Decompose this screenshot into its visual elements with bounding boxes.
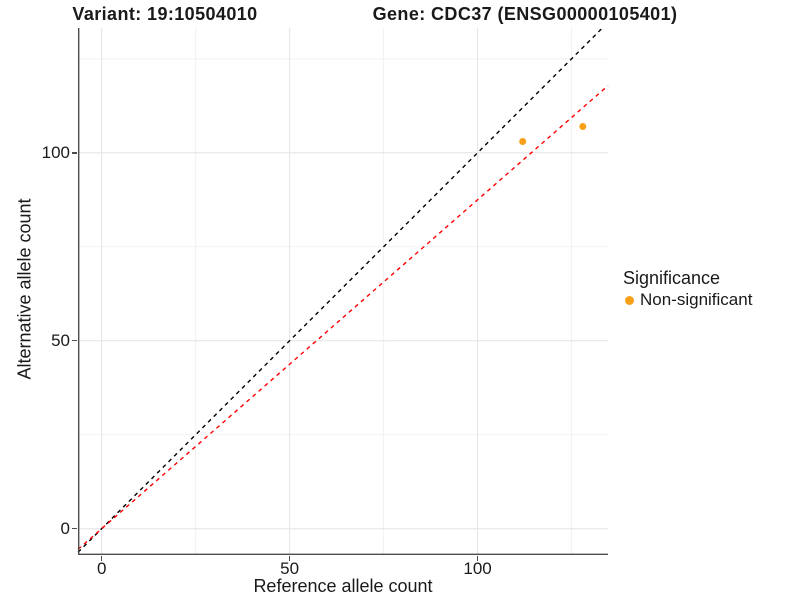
plot-panel xyxy=(77,27,609,555)
data-point xyxy=(579,122,587,130)
x-tick-label: 100 xyxy=(463,559,492,578)
data-point xyxy=(519,138,527,146)
x-tick-mark xyxy=(100,555,103,561)
x-tick-label: 0 xyxy=(96,559,107,578)
y-tick-mark xyxy=(72,152,77,154)
legend: Significance Non-significant xyxy=(623,267,752,311)
x-tick-mark xyxy=(288,555,291,561)
legend-item-label: Non-significant xyxy=(640,290,753,309)
legend-items: Non-significant xyxy=(623,289,752,311)
y-tick-mark xyxy=(72,527,77,530)
y-tick-label: 100 xyxy=(41,142,70,162)
plot-title-variant: Variant: 19:10504010 xyxy=(72,4,258,24)
legend-title: Significance xyxy=(623,268,721,288)
y-axis-title: Alternative allele count xyxy=(14,198,35,380)
legend-item: Non-significant xyxy=(623,289,752,311)
x-axis-title: Reference allele count xyxy=(253,576,433,596)
x-tick-label: 50 xyxy=(280,559,300,578)
refline-identity xyxy=(77,27,603,553)
plot-title-gene: Gene: CDC37 (ENSG00000105401) xyxy=(372,4,678,24)
refline-allelic-ratio xyxy=(77,85,609,550)
plot-panel-canvas xyxy=(77,27,609,555)
y-tick-mark xyxy=(72,339,77,342)
y-tick-label: 50 xyxy=(51,330,70,350)
legend-point-swatch xyxy=(625,295,634,305)
x-tick-mark xyxy=(476,555,479,561)
y-tick-label: 0 xyxy=(60,518,70,538)
